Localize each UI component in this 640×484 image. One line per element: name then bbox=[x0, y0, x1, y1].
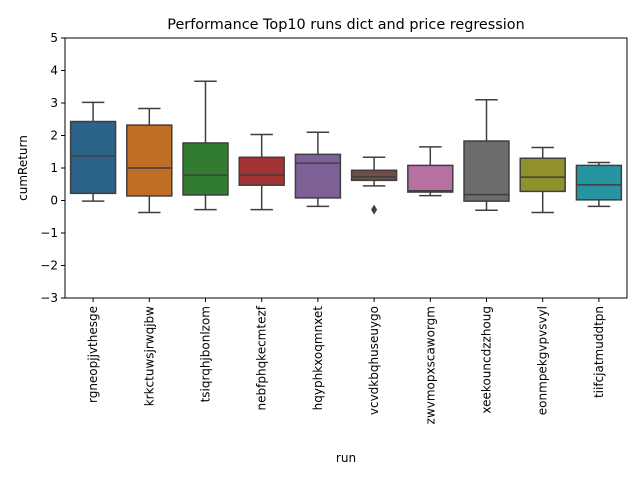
iqr-box bbox=[238, 156, 285, 186]
iqr-box bbox=[126, 124, 173, 197]
iqr-box bbox=[407, 164, 454, 193]
chart-title: Performance Top10 runs dict and price re… bbox=[167, 17, 524, 33]
box-nebfphqkecmtezf bbox=[238, 133, 285, 211]
y-axis-label: cumReturn bbox=[16, 135, 30, 201]
x-axis-label: run bbox=[336, 451, 356, 465]
x-axis: rgneopjjvthesge krkctuwsjrwqjbw tsiqrqhjbo… bbox=[86, 298, 606, 424]
iqr-box bbox=[519, 157, 566, 193]
y-tick-label: 2 bbox=[50, 129, 58, 143]
x-tick-label: krkctuwsjrwqjbw bbox=[142, 306, 156, 406]
iqr-box bbox=[575, 164, 623, 201]
y-tick-label: 0 bbox=[50, 194, 58, 208]
x-tick-label: tsiqrqhjbonlzom bbox=[199, 306, 213, 402]
box-vcvdkbqhuseuygo bbox=[350, 156, 398, 215]
y-axis: −3 −2 −1 0 1 2 3 4 5 bbox=[40, 31, 65, 305]
y-tick-label: 3 bbox=[50, 96, 58, 110]
x-tick-label: rgneopjjvthesge bbox=[86, 306, 100, 403]
box-eonmpekgvpvsvyl bbox=[519, 146, 566, 214]
y-tick-label: −1 bbox=[40, 226, 58, 240]
box-xeekouncdzzhoug bbox=[463, 99, 510, 211]
box-zwvmopxscaworgm bbox=[407, 146, 454, 197]
x-tick-label: hqyphkxoqmnxet bbox=[311, 306, 325, 411]
iqr-box bbox=[350, 169, 398, 182]
y-tick-label: 5 bbox=[50, 31, 58, 45]
iqr-box bbox=[69, 120, 117, 195]
y-tick-label: −3 bbox=[40, 291, 58, 305]
y-tick-label: 4 bbox=[50, 64, 58, 78]
outlier-point bbox=[371, 204, 378, 215]
x-tick-label: xeekouncdzzhoug bbox=[480, 306, 494, 414]
x-tick-label: eonmpekgvpvsvyl bbox=[536, 306, 550, 415]
box-hqyphkxoqmnxet bbox=[294, 131, 342, 208]
box-krkctuwsjrwqjbw bbox=[126, 107, 173, 214]
x-tick-label: zwvmopxscaworgm bbox=[423, 306, 437, 424]
iqr-box bbox=[182, 142, 229, 196]
y-tick-label: −2 bbox=[40, 259, 58, 273]
box-tsiqrqhjbonlzom bbox=[182, 80, 229, 211]
x-tick-label: nebfphqkecmtezf bbox=[255, 305, 269, 410]
y-tick-label: 1 bbox=[50, 161, 58, 175]
boxes-layer bbox=[69, 80, 623, 215]
box-rgneopjjvthesge bbox=[69, 101, 117, 202]
x-tick-label: tiifcjatmuddtpn bbox=[592, 306, 606, 398]
iqr-box bbox=[294, 153, 342, 199]
box-tiifcjatmuddtpn bbox=[575, 161, 623, 208]
x-tick-label: vcvdkbqhuseuygo bbox=[367, 306, 381, 415]
iqr-box bbox=[463, 140, 510, 202]
